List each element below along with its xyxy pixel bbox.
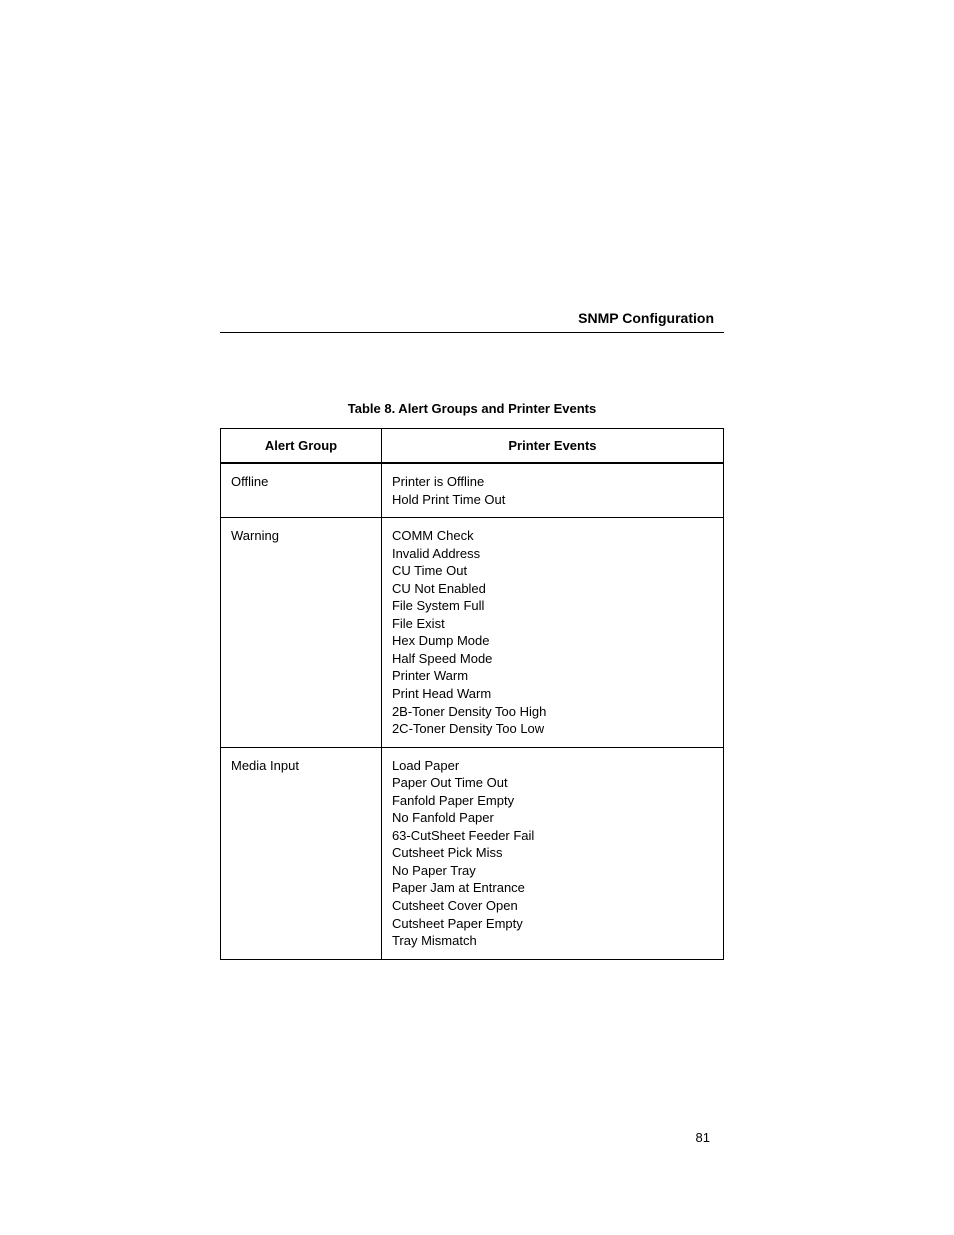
column-header-group: Alert Group bbox=[221, 429, 382, 464]
event-item: 2B-Toner Density Too High bbox=[392, 703, 713, 721]
event-item: Print Head Warm bbox=[392, 685, 713, 703]
header-title: SNMP Configuration bbox=[220, 310, 724, 332]
event-item: Invalid Address bbox=[392, 545, 713, 563]
event-item: No Fanfold Paper bbox=[392, 809, 713, 827]
table-row: Offline Printer is Offline Hold Print Ti… bbox=[221, 463, 724, 518]
event-item: Cutsheet Cover Open bbox=[392, 897, 713, 915]
table-body: Offline Printer is Offline Hold Print Ti… bbox=[221, 463, 724, 959]
event-item: 63-CutSheet Feeder Fail bbox=[392, 827, 713, 845]
event-item: 2C-Toner Density Too Low bbox=[392, 720, 713, 738]
table-row: Warning COMM Check Invalid Address CU Ti… bbox=[221, 518, 724, 748]
event-item: Cutsheet Paper Empty bbox=[392, 915, 713, 933]
page-number: 81 bbox=[696, 1130, 710, 1145]
event-item: Hex Dump Mode bbox=[392, 632, 713, 650]
event-item: CU Time Out bbox=[392, 562, 713, 580]
event-item: CU Not Enabled bbox=[392, 580, 713, 598]
alert-group-cell: Media Input bbox=[221, 747, 382, 959]
event-item: Printer Warm bbox=[392, 667, 713, 685]
table-caption: Table 8. Alert Groups and Printer Events bbox=[220, 401, 724, 416]
event-item: Printer is Offline bbox=[392, 473, 713, 491]
header-rule bbox=[220, 332, 724, 333]
printer-events-cell: Load Paper Paper Out Time Out Fanfold Pa… bbox=[381, 747, 723, 959]
event-item: No Paper Tray bbox=[392, 862, 713, 880]
event-item: Cutsheet Pick Miss bbox=[392, 844, 713, 862]
column-header-events: Printer Events bbox=[381, 429, 723, 464]
table-row: Media Input Load Paper Paper Out Time Ou… bbox=[221, 747, 724, 959]
event-item: File System Full bbox=[392, 597, 713, 615]
alert-groups-table: Alert Group Printer Events Offline Print… bbox=[220, 428, 724, 960]
event-item: Paper Out Time Out bbox=[392, 774, 713, 792]
printer-events-cell: Printer is Offline Hold Print Time Out bbox=[381, 463, 723, 518]
event-item: Half Speed Mode bbox=[392, 650, 713, 668]
printer-events-cell: COMM Check Invalid Address CU Time Out C… bbox=[381, 518, 723, 748]
event-item: Paper Jam at Entrance bbox=[392, 879, 713, 897]
event-item: File Exist bbox=[392, 615, 713, 633]
alert-group-cell: Warning bbox=[221, 518, 382, 748]
event-item: Fanfold Paper Empty bbox=[392, 792, 713, 810]
page-header: SNMP Configuration bbox=[220, 310, 724, 333]
alert-group-cell: Offline bbox=[221, 463, 382, 518]
event-item: Hold Print Time Out bbox=[392, 491, 713, 509]
event-item: Load Paper bbox=[392, 757, 713, 775]
table-header-row: Alert Group Printer Events bbox=[221, 429, 724, 464]
event-item: COMM Check bbox=[392, 527, 713, 545]
event-item: Tray Mismatch bbox=[392, 932, 713, 950]
